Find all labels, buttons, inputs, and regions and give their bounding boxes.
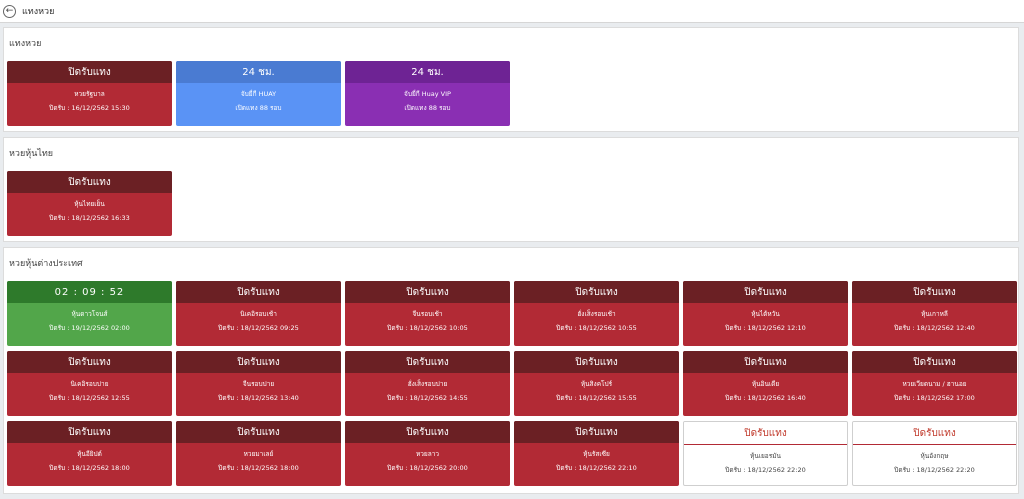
- card-lottery-name: หวยมาเลย์: [243, 450, 274, 458]
- lottery-card[interactable]: ปิดรับแทงหุ้นไทยเย็นปิดรับ : 18/12/2562 …: [7, 171, 172, 236]
- card-close-time: ปิดรับ : 18/12/2562 16:40: [725, 394, 806, 402]
- card-lottery-name: จีนรอบเช้า: [412, 310, 443, 318]
- back-arrow-icon[interactable]: ←: [3, 4, 16, 18]
- card-lottery-name: หุ้นเยอรมัน: [750, 452, 781, 460]
- card-status: ปิดรับแทง: [514, 351, 679, 373]
- card-lottery-name: หุ้นอินเดีย: [751, 380, 780, 388]
- card-lottery-name: หุ้นไทยเย็น: [74, 200, 105, 208]
- lottery-card[interactable]: ปิดรับแทงหุ้นเกาหลีปิดรับ : 18/12/2562 1…: [852, 281, 1017, 346]
- card-close-time: ปิดรับ : 18/12/2562 10:55: [556, 324, 637, 332]
- card-status: 02 : 09 : 52: [7, 281, 172, 303]
- lottery-card[interactable]: ปิดรับแทงหุ้นไต้หวันปิดรับ : 18/12/2562 …: [683, 281, 848, 346]
- card-close-time: ปิดรับ : 18/12/2562 18:00: [218, 464, 299, 472]
- card-status: ปิดรับแทง: [7, 171, 172, 193]
- card-status: ปิดรับแทง: [683, 281, 848, 303]
- card-status: ปิดรับแทง: [345, 281, 510, 303]
- card-status: 24 ชม.: [345, 61, 510, 83]
- card-status: 24 ชม.: [176, 61, 341, 83]
- card-status: ปิดรับแทง: [852, 281, 1017, 303]
- lottery-card[interactable]: ปิดรับแทงฮั่งเส็งรอบบ่ายปิดรับ : 18/12/2…: [345, 351, 510, 416]
- card-status: ปิดรับแทง: [514, 281, 679, 303]
- card-status: ปิดรับแทง: [684, 422, 847, 445]
- card-close-time: ปิดรับ : 18/12/2562 12:10: [725, 324, 806, 332]
- section-title: หวยหุ้นต่างประเทศ: [9, 259, 83, 269]
- card-status: ปิดรับแทง: [345, 351, 510, 373]
- card-status: ปิดรับแทง: [853, 422, 1016, 445]
- lottery-card[interactable]: 24 ชม. จับยี่กี Huay VIP เปิดแทง 88 รอบ: [345, 61, 510, 126]
- card-close-time: ปิดรับ : 18/12/2562 15:55: [556, 394, 637, 402]
- card-close-time: เปิดแทง 88 รอบ: [404, 104, 451, 112]
- card-status: ปิดรับแทง: [176, 351, 341, 373]
- lottery-card[interactable]: ปิดรับแทงหวยลาวปิดรับ : 18/12/2562 20:00: [345, 421, 510, 486]
- card-close-time: ปิดรับ : 18/12/2562 12:55: [49, 394, 130, 402]
- lottery-card[interactable]: ปิดรับแทงจีนรอบบ่ายปิดรับ : 18/12/2562 1…: [176, 351, 341, 416]
- lottery-card[interactable]: ปิดรับแทงหวยมาเลย์ปิดรับ : 18/12/2562 18…: [176, 421, 341, 486]
- card-close-time: ปิดรับ : 16/12/2562 15:30: [49, 104, 130, 112]
- card-lottery-name: จับยี่กี Huay VIP: [404, 90, 451, 98]
- card-lottery-name: หุ้นเกาหลี: [921, 310, 948, 318]
- card-status: ปิดรับแทง: [683, 351, 848, 373]
- card-status: ปิดรับแทง: [345, 421, 510, 443]
- card-close-time: ปิดรับ : 18/12/2562 12:40: [894, 324, 975, 332]
- section-title: หวยหุ้นไทย: [9, 149, 54, 159]
- card-lottery-name: หวยรัฐบาล: [74, 90, 105, 98]
- lottery-card[interactable]: 02 : 09 : 52 หุ้นดาวโจนส์ปิดรับ : 19/12/2…: [7, 281, 172, 346]
- card-close-time: ปิดรับ : 18/12/2562 14:55: [387, 394, 468, 402]
- lottery-card[interactable]: ปิดรับแทงหวยรัฐบาลปิดรับ : 16/12/2562 15…: [7, 61, 172, 126]
- lottery-card[interactable]: ปิดรับแทงจีนรอบเช้าปิดรับ : 18/12/2562 1…: [345, 281, 510, 346]
- section-1: แทงหวยปิดรับแทงหวยรัฐบาลปิดรับ : 16/12/2…: [3, 27, 1019, 132]
- card-lottery-name: หุ้นดาวโจนส์: [71, 310, 108, 318]
- card-close-time: ปิดรับ : 18/12/2562 10:05: [387, 324, 468, 332]
- card-close-time: ปิดรับ : 19/12/2562 02:00: [49, 324, 130, 332]
- card-close-time: ปิดรับ : 18/12/2562 18:00: [49, 464, 130, 472]
- card-lottery-name: หุ้นรัสเซีย: [583, 450, 610, 458]
- card-close-time: เปิดแทง 88 รอบ: [235, 104, 282, 112]
- card-lottery-name: หุ้นอังกฤษ: [920, 452, 949, 460]
- lottery-card[interactable]: ปิดรับแทงหุ้นรัสเซียปิดรับ : 18/12/2562 …: [514, 421, 679, 486]
- section-3: หวยหุ้นต่างประเทศ 02 : 09 : 52 หุ้นดาวโจนส…: [3, 247, 1019, 494]
- card-lottery-name: หวยลาว: [415, 450, 440, 458]
- card-status: ปิดรับแทง: [852, 351, 1017, 373]
- card-lottery-name: หุ้นอียิปต์: [77, 450, 102, 458]
- card-lottery-name: จับยี่กี HUAY: [240, 90, 277, 98]
- lottery-card[interactable]: ปิดรับแทงฮั่งเส็งรอบเช้าปิดรับ : 18/12/2…: [514, 281, 679, 346]
- lottery-card[interactable]: ปิดรับแทงหุ้นอังกฤษปิดรับ : 18/12/2562 2…: [852, 421, 1017, 486]
- card-close-time: ปิดรับ : 18/12/2562 22:10: [556, 464, 637, 472]
- card-lottery-name: ฮั่งเส็งรอบเช้า: [577, 310, 616, 318]
- card-status: ปิดรับแทง: [7, 351, 172, 373]
- section-2: หวยหุ้นไทยปิดรับแทงหุ้นไทยเย็นปิดรับ : 1…: [3, 137, 1019, 242]
- card-lottery-name: ฮั่งเส็งรอบบ่าย: [407, 380, 448, 388]
- lottery-card[interactable]: ปิดรับแทงหุ้นอียิปต์ปิดรับ : 18/12/2562 …: [7, 421, 172, 486]
- card-lottery-name: นิเคอิรอบเช้า: [240, 310, 277, 318]
- card-lottery-name: จีนรอบบ่าย: [242, 380, 275, 388]
- page-title: แทงหวย: [22, 7, 55, 17]
- lottery-card[interactable]: 24 ชม. จับยี่กี HUAY เปิดแทง 88 รอบ: [176, 61, 341, 126]
- card-status: ปิดรับแทง: [514, 421, 679, 443]
- card-status: ปิดรับแทง: [7, 421, 172, 443]
- card-close-time: ปิดรับ : 18/12/2562 22:20: [725, 466, 806, 474]
- card-status: ปิดรับแทง: [176, 421, 341, 443]
- card-close-time: ปิดรับ : 18/12/2562 22:20: [894, 466, 975, 474]
- card-lottery-name: หุ้นสิงคโปร์: [580, 380, 613, 388]
- lottery-card[interactable]: ปิดรับแทงนิเคอิรอบบ่ายปิดรับ : 18/12/256…: [7, 351, 172, 416]
- top-bar: ← แทงหวย: [0, 0, 1024, 23]
- card-close-time: ปิดรับ : 18/12/2562 20:00: [387, 464, 468, 472]
- card-close-time: ปิดรับ : 18/12/2562 09:25: [218, 324, 299, 332]
- card-lottery-name: หวยเวียดนาม / ฮานอย: [902, 380, 967, 388]
- section-title: แทงหวย: [9, 39, 42, 49]
- card-status: ปิดรับแทง: [176, 281, 341, 303]
- lottery-card[interactable]: ปิดรับแทงหุ้นสิงคโปร์ปิดรับ : 18/12/2562…: [514, 351, 679, 416]
- card-lottery-name: หุ้นไต้หวัน: [751, 310, 780, 318]
- lottery-card[interactable]: ปิดรับแทงหุ้นอินเดียปิดรับ : 18/12/2562 …: [683, 351, 848, 416]
- card-close-time: ปิดรับ : 18/12/2562 16:33: [49, 214, 130, 222]
- card-close-time: ปิดรับ : 18/12/2562 13:40: [218, 394, 299, 402]
- lottery-card[interactable]: ปิดรับแทงหวยเวียดนาม / ฮานอยปิดรับ : 18/…: [852, 351, 1017, 416]
- lottery-card[interactable]: ปิดรับแทงหุ้นเยอรมันปิดรับ : 18/12/2562 …: [683, 421, 848, 486]
- card-close-time: ปิดรับ : 18/12/2562 17:00: [894, 394, 975, 402]
- card-status: ปิดรับแทง: [7, 61, 172, 83]
- card-lottery-name: นิเคอิรอบบ่าย: [70, 380, 109, 388]
- lottery-card[interactable]: ปิดรับแทงนิเคอิรอบเช้าปิดรับ : 18/12/256…: [176, 281, 341, 346]
